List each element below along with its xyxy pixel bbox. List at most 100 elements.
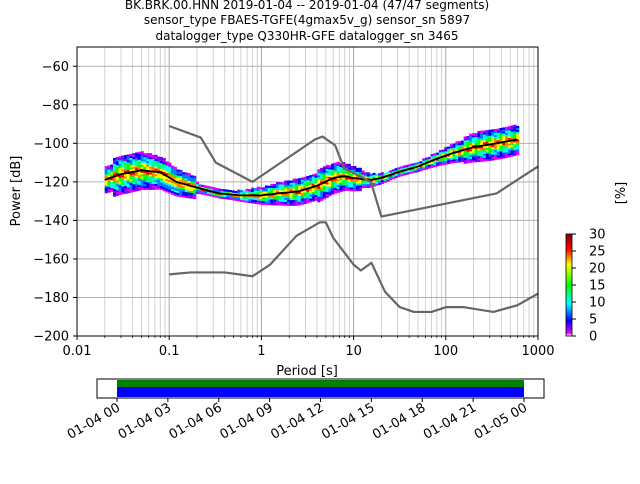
heatmap-cell — [358, 188, 362, 192]
heatmap-cell — [201, 184, 205, 188]
heatmap-cell — [264, 199, 269, 202]
heatmap-cell — [311, 183, 315, 187]
heatmap-cell — [195, 187, 200, 191]
heatmap-cell — [447, 160, 451, 163]
heatmap-cell — [314, 186, 318, 190]
heatmap-cell — [482, 138, 487, 141]
heatmap-cell — [311, 176, 315, 179]
heatmap-cell — [135, 165, 139, 169]
heatmap-cell — [159, 156, 164, 160]
heatmap-cell — [162, 181, 166, 184]
heatmap-cell — [295, 194, 299, 197]
heatmap-cell — [298, 199, 302, 202]
heatmap-cell — [463, 155, 467, 158]
heatmap-cell — [209, 194, 213, 197]
heatmap-cell — [460, 159, 465, 163]
heatmap-cell — [113, 186, 117, 190]
heatmap-cell — [480, 159, 484, 162]
heatmap-cell — [469, 152, 473, 156]
heatmap-cell — [135, 162, 139, 165]
heatmap-cell — [146, 181, 150, 185]
heatmap-cell — [124, 183, 128, 187]
heatmap-cell — [132, 180, 136, 183]
heatmap-cell — [452, 153, 456, 156]
heatmap-cell — [320, 169, 324, 172]
heatmap-cell — [325, 170, 329, 173]
heatmap-cell — [309, 190, 313, 193]
heatmap-cell — [438, 157, 442, 161]
heatmap-cell — [394, 170, 398, 173]
heatmap-cell — [322, 168, 327, 171]
heatmap-cell — [499, 137, 503, 140]
heatmap-cell — [251, 197, 255, 200]
heatmap-cell — [182, 181, 186, 185]
heatmap-cell — [458, 160, 462, 163]
heatmap-cell — [494, 140, 498, 143]
heatmap-cell — [320, 185, 324, 188]
heatmap-cell — [217, 196, 222, 199]
heatmap-cell — [408, 169, 412, 173]
heatmap-cell — [300, 187, 304, 190]
heatmap-cell — [336, 163, 340, 166]
heatmap-cell — [477, 142, 481, 145]
heatmap-cell — [306, 185, 310, 188]
heatmap-cell — [245, 188, 249, 192]
heatmap-cell — [477, 150, 481, 153]
heatmap-cell — [171, 188, 175, 191]
heatmap-cell — [455, 152, 459, 156]
heatmap-cell — [132, 155, 136, 158]
heatmap-cell — [162, 171, 166, 174]
heatmap-cell — [140, 164, 144, 167]
heatmap-cell — [447, 158, 451, 161]
heatmap-cell — [336, 167, 340, 170]
heatmap-cell — [184, 191, 188, 195]
heatmap-cell — [234, 196, 238, 200]
heatmap-cell — [513, 140, 517, 143]
heatmap-cell — [135, 175, 139, 178]
heatmap-cell — [482, 147, 487, 150]
heatmap-cell — [148, 153, 153, 156]
heatmap-cell — [242, 192, 246, 195]
heatmap-cell — [129, 163, 133, 166]
heatmap-cell — [154, 160, 158, 163]
heatmap-cell — [386, 179, 390, 182]
heatmap-cell — [295, 197, 299, 201]
heatmap-cell — [154, 174, 158, 177]
heatmap-cell — [499, 154, 503, 158]
heatmap-cell — [137, 165, 142, 168]
heatmap-cell — [162, 177, 166, 180]
heatmap-cell — [124, 191, 128, 194]
heatmap-cell — [488, 137, 492, 140]
heatmap-cell — [104, 191, 108, 194]
heatmap-cell — [143, 183, 147, 187]
heatmap-cell — [471, 137, 476, 140]
heatmap-cell — [115, 189, 119, 193]
heatmap-cell — [311, 191, 315, 194]
heatmap-cell — [234, 191, 238, 194]
heatmap-cell — [463, 146, 467, 149]
heatmap-cell — [311, 180, 315, 183]
heatmap-cell — [168, 189, 172, 192]
heatmap-cell — [342, 162, 346, 165]
heatmap-cell — [226, 197, 230, 200]
heatmap-cell — [350, 177, 354, 180]
heatmap-cell — [460, 144, 465, 147]
heatmap-cell — [513, 130, 517, 133]
heatmap-cell — [317, 198, 321, 201]
heatmap-cell — [195, 182, 200, 185]
heatmap-cell — [151, 183, 155, 187]
nhnm-curve — [168, 124, 538, 218]
heatmap-cell — [325, 193, 329, 196]
heatmap-cell — [306, 179, 310, 183]
heatmap-cell — [378, 182, 382, 186]
heatmap-cell — [289, 201, 293, 204]
heatmap-cell — [286, 186, 291, 189]
heatmap-cell — [306, 195, 310, 198]
heatmap-cell — [469, 133, 473, 136]
heatmap-cell — [333, 185, 338, 188]
heatmap-cell — [143, 153, 147, 156]
heatmap-cell — [463, 142, 467, 145]
colorbar-tick-label: 30 — [589, 228, 606, 243]
heatmap-cell — [159, 164, 164, 167]
heatmap-cell — [355, 183, 360, 186]
